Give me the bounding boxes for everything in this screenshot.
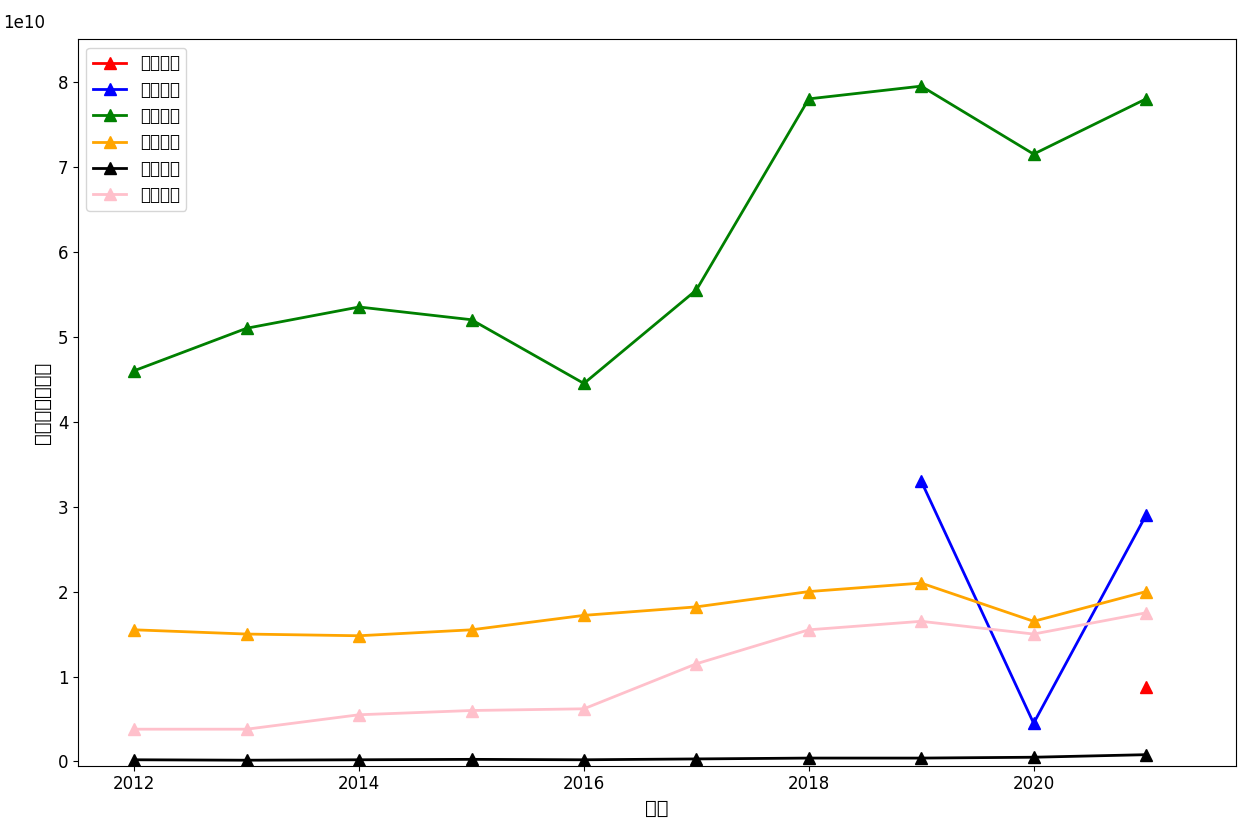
大秦铁路 [913, 81, 928, 91]
西部创业 [239, 756, 254, 766]
广深铁路 [464, 625, 479, 635]
大秦铁路 [352, 302, 367, 312]
鐵龙物流 [913, 616, 928, 626]
西部创业 [577, 755, 592, 765]
Line: 京沪高铁: 京沪高铁 [914, 475, 1152, 730]
大秦铁路 [464, 315, 479, 325]
鐵龙物流 [802, 625, 817, 635]
广深铁路 [1138, 586, 1153, 596]
广深铁路 [577, 611, 592, 621]
西部创业 [1026, 752, 1041, 762]
大秦铁路 [689, 285, 704, 295]
京沪高铁 [913, 476, 928, 486]
Line: 大秦铁路: 大秦铁路 [128, 80, 1152, 390]
西部创业 [464, 755, 479, 765]
X-axis label: 年份: 年份 [646, 799, 669, 818]
大秦铁路 [1138, 94, 1153, 104]
Y-axis label: 营业收入（元）: 营业收入（元） [33, 362, 53, 444]
西部创业 [1138, 750, 1153, 760]
西部创业 [802, 753, 817, 763]
京沪高铁 [1138, 510, 1153, 520]
西部创业 [126, 755, 141, 765]
广深铁路 [689, 602, 704, 612]
Text: 1e10: 1e10 [3, 14, 45, 32]
大秦铁路 [239, 323, 254, 333]
鐵龙物流 [352, 710, 367, 720]
大秦铁路 [1026, 149, 1041, 159]
广深铁路 [126, 625, 141, 635]
鐵龙物流 [1138, 608, 1153, 618]
西部创业 [689, 754, 704, 764]
鐵龙物流 [239, 724, 254, 734]
广深铁路 [802, 586, 817, 596]
鐵龙物流 [577, 704, 592, 714]
Line: 广深铁路: 广深铁路 [128, 576, 1152, 642]
Line: 鐵龙物流: 鐵龙物流 [128, 606, 1152, 736]
Legend: 中铁特货, 京沪高铁, 大秦铁路, 广深铁路, 西部创业, 鐵龙物流: 中铁特货, 京沪高铁, 大秦铁路, 广深铁路, 西部创业, 鐵龙物流 [86, 47, 186, 211]
鐵龙物流 [689, 659, 704, 669]
大秦铁路 [577, 378, 592, 388]
鐵龙物流 [126, 724, 141, 734]
鐵龙物流 [464, 706, 479, 716]
广深铁路 [352, 631, 367, 641]
广深铁路 [1026, 616, 1041, 626]
广深铁路 [239, 629, 254, 639]
Line: 西部创业: 西部创业 [128, 748, 1152, 766]
西部创业 [352, 755, 367, 765]
大秦铁路 [802, 94, 817, 104]
西部创业 [913, 753, 928, 763]
京沪高铁 [1026, 718, 1041, 728]
大秦铁路 [126, 366, 141, 376]
鐵龙物流 [1026, 629, 1041, 639]
广深铁路 [913, 578, 928, 588]
